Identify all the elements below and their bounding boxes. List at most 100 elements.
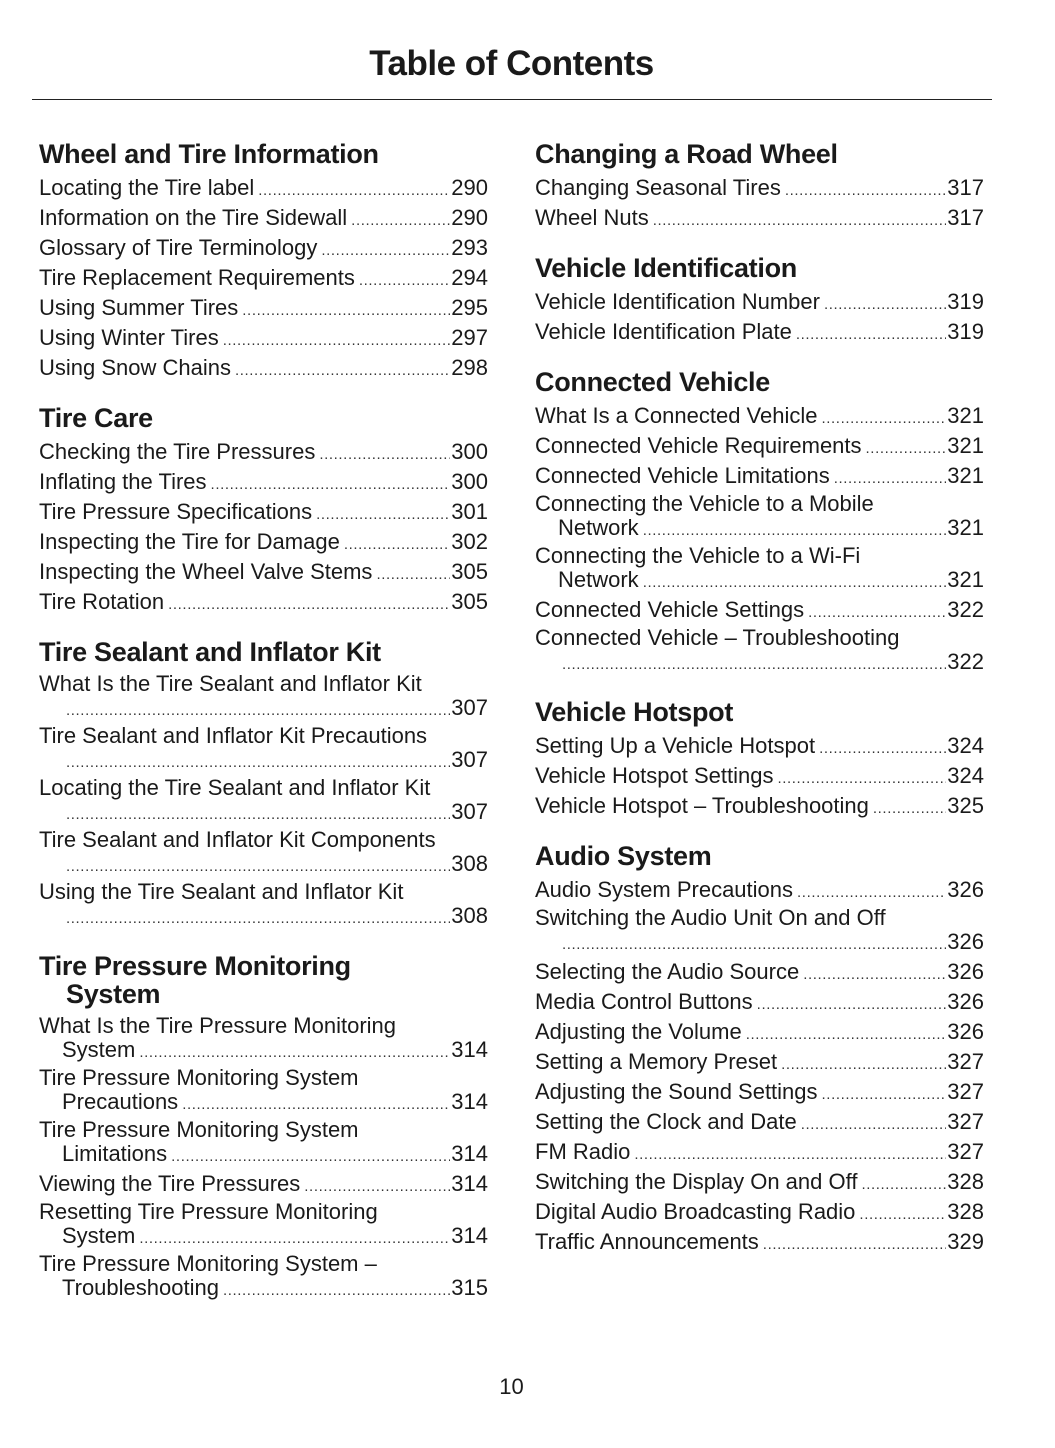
toc-entry-page[interactable]: 290 — [451, 205, 488, 230]
toc-entry-page[interactable]: 307 — [451, 799, 488, 824]
toc-entry-page[interactable]: 294 — [451, 265, 488, 290]
toc-entry-page[interactable]: 315 — [451, 1275, 488, 1300]
toc-entry[interactable]: Setting Up a Vehicle Hotspot 324 — [535, 731, 984, 761]
toc-entry[interactable]: Audio System Precautions 326 — [535, 875, 984, 905]
toc-entry-page[interactable]: 314 — [451, 1223, 488, 1248]
toc-entry-page[interactable]: 326 — [947, 959, 984, 984]
toc-entry-page[interactable]: 328 — [947, 1169, 984, 1194]
toc-entry[interactable]: Tire Sealant and Inflator Kit Precaution… — [39, 723, 488, 775]
toc-entry-page[interactable]: 321 — [947, 433, 984, 458]
toc-entry[interactable]: Tire Pressure Specifications 301 — [39, 497, 488, 527]
toc-entry-page[interactable]: 300 — [451, 439, 488, 464]
toc-entry-page[interactable]: 325 — [947, 793, 984, 818]
toc-entry-page[interactable]: 314 — [451, 1141, 488, 1166]
toc-entry[interactable]: Using Summer Tires 295 — [39, 293, 488, 323]
toc-entry[interactable]: Connecting the Vehicle to a Wi-Fi Network… — [535, 543, 984, 595]
toc-entry[interactable]: Using Winter Tires 297 — [39, 323, 488, 353]
toc-entry[interactable]: Using the Tire Sealant and Inflator Kit 3… — [39, 879, 488, 931]
toc-entry[interactable]: Vehicle Hotspot – Troubleshooting 325 — [535, 791, 984, 821]
toc-entry-page[interactable]: 326 — [947, 929, 984, 954]
toc-entry-page[interactable]: 324 — [947, 763, 984, 788]
toc-entry[interactable]: Switching the Audio Unit On and Off 326 — [535, 905, 984, 957]
toc-entry[interactable]: Resetting Tire Pressure Monitoring System… — [39, 1199, 488, 1251]
toc-entry-page[interactable]: 327 — [947, 1139, 984, 1164]
toc-entry-page[interactable]: 321 — [947, 567, 984, 592]
toc-entry[interactable]: Traffic Announcements 329 — [535, 1227, 984, 1257]
toc-entry[interactable]: Vehicle Identification Plate 319 — [535, 317, 984, 347]
toc-entry-page[interactable]: 293 — [451, 235, 488, 260]
toc-entry[interactable]: Digital Audio Broadcasting Radio 328 — [535, 1197, 984, 1227]
toc-entry[interactable]: Checking the Tire Pressures 300 — [39, 437, 488, 467]
toc-entry-page[interactable]: 321 — [947, 463, 984, 488]
toc-entry-page[interactable]: 319 — [947, 319, 984, 344]
toc-entry[interactable]: Inspecting the Wheel Valve Stems 305 — [39, 557, 488, 587]
toc-entry[interactable]: Media Control Buttons 326 — [535, 987, 984, 1017]
toc-entry[interactable]: Connecting the Vehicle to a Mobile Networ… — [535, 491, 984, 543]
toc-entry-page[interactable]: 302 — [451, 529, 488, 554]
toc-entry[interactable]: Viewing the Tire Pressures 314 — [39, 1169, 488, 1199]
toc-entry[interactable]: Tire Pressure Monitoring System Limitatio… — [39, 1117, 488, 1169]
toc-entry[interactable]: Changing Seasonal Tires 317 — [535, 173, 984, 203]
toc-entry[interactable]: What Is the Tire Sealant and Inflator Ki… — [39, 671, 488, 723]
toc-entry[interactable]: Locating the Tire Sealant and Inflator K… — [39, 775, 488, 827]
toc-entry[interactable]: Connected Vehicle Limitations 321 — [535, 461, 984, 491]
toc-entry[interactable]: Vehicle Identification Number 319 — [535, 287, 984, 317]
toc-entry-page[interactable]: 305 — [451, 589, 488, 614]
toc-entry[interactable]: Adjusting the Sound Settings 327 — [535, 1077, 984, 1107]
toc-entry-page[interactable]: 297 — [451, 325, 488, 350]
toc-entry-page[interactable]: 328 — [947, 1199, 984, 1224]
toc-entry[interactable]: Connected Vehicle Requirements 321 — [535, 431, 984, 461]
toc-entry[interactable]: Inspecting the Tire for Damage 302 — [39, 527, 488, 557]
toc-entry-page[interactable]: 327 — [947, 1049, 984, 1074]
toc-entry[interactable]: What Is the Tire Pressure Monitoring Syst… — [39, 1013, 488, 1065]
toc-entry-page[interactable]: 327 — [947, 1109, 984, 1134]
toc-entry-page[interactable]: 321 — [947, 403, 984, 428]
toc-entry-page[interactable]: 301 — [451, 499, 488, 524]
toc-entry-page[interactable]: 321 — [947, 515, 984, 540]
toc-entry[interactable]: Glossary of Tire Terminology 293 — [39, 233, 488, 263]
toc-entry[interactable]: Tire Rotation 305 — [39, 587, 488, 617]
toc-entry[interactable]: Setting a Memory Preset 327 — [535, 1047, 984, 1077]
toc-entry-page[interactable]: 324 — [947, 733, 984, 758]
toc-entry[interactable]: Information on the Tire Sidewall 290 — [39, 203, 488, 233]
toc-entry-page[interactable]: 308 — [451, 851, 488, 876]
toc-entry-page[interactable]: 290 — [451, 175, 488, 200]
toc-entry-page[interactable]: 329 — [947, 1229, 984, 1254]
toc-entry-page[interactable]: 314 — [451, 1171, 488, 1196]
toc-entry-page[interactable]: 305 — [451, 559, 488, 584]
toc-entry-page[interactable]: 322 — [947, 649, 984, 674]
toc-entry[interactable]: FM Radio 327 — [535, 1137, 984, 1167]
toc-entry[interactable]: Setting the Clock and Date 327 — [535, 1107, 984, 1137]
toc-entry-page[interactable]: 295 — [451, 295, 488, 320]
toc-entry-page[interactable]: 317 — [947, 175, 984, 200]
toc-entry-page[interactable]: 326 — [947, 1019, 984, 1044]
toc-entry[interactable]: Tire Replacement Requirements 294 — [39, 263, 488, 293]
toc-entry[interactable]: Tire Pressure Monitoring System Precautio… — [39, 1065, 488, 1117]
toc-entry[interactable]: Inflating the Tires 300 — [39, 467, 488, 497]
toc-entry-page[interactable]: 300 — [451, 469, 488, 494]
toc-entry-page[interactable]: 308 — [451, 903, 488, 928]
toc-entry[interactable]: Tire Pressure Monitoring System – Trouble… — [39, 1251, 488, 1303]
toc-entry[interactable]: Vehicle Hotspot Settings 324 — [535, 761, 984, 791]
toc-entry[interactable]: Tire Sealant and Inflator Kit Components… — [39, 827, 488, 879]
toc-entry[interactable]: Locating the Tire label 290 — [39, 173, 488, 203]
toc-entry[interactable]: Adjusting the Volume 326 — [535, 1017, 984, 1047]
toc-entry-page[interactable]: 314 — [451, 1037, 488, 1062]
toc-entry-page[interactable]: 314 — [451, 1089, 488, 1114]
toc-entry[interactable]: Connected Vehicle Settings 322 — [535, 595, 984, 625]
toc-entry-page[interactable]: 327 — [947, 1079, 984, 1104]
toc-entry-page[interactable]: 298 — [451, 355, 488, 380]
toc-entry-page[interactable]: 322 — [947, 597, 984, 622]
toc-entry-page[interactable]: 326 — [947, 877, 984, 902]
toc-entry[interactable]: Using Snow Chains 298 — [39, 353, 488, 383]
toc-entry[interactable]: Switching the Display On and Off 328 — [535, 1167, 984, 1197]
toc-entry-page[interactable]: 326 — [947, 989, 984, 1014]
toc-entry[interactable]: Selecting the Audio Source 326 — [535, 957, 984, 987]
toc-entry-page[interactable]: 317 — [947, 205, 984, 230]
toc-entry-page[interactable]: 307 — [451, 695, 488, 720]
toc-entry[interactable]: Wheel Nuts 317 — [535, 203, 984, 233]
toc-entry-page[interactable]: 307 — [451, 747, 488, 772]
toc-entry[interactable]: Connected Vehicle – Troubleshooting 322 — [535, 625, 984, 677]
toc-entry[interactable]: What Is a Connected Vehicle 321 — [535, 401, 984, 431]
toc-entry-page[interactable]: 319 — [947, 289, 984, 314]
